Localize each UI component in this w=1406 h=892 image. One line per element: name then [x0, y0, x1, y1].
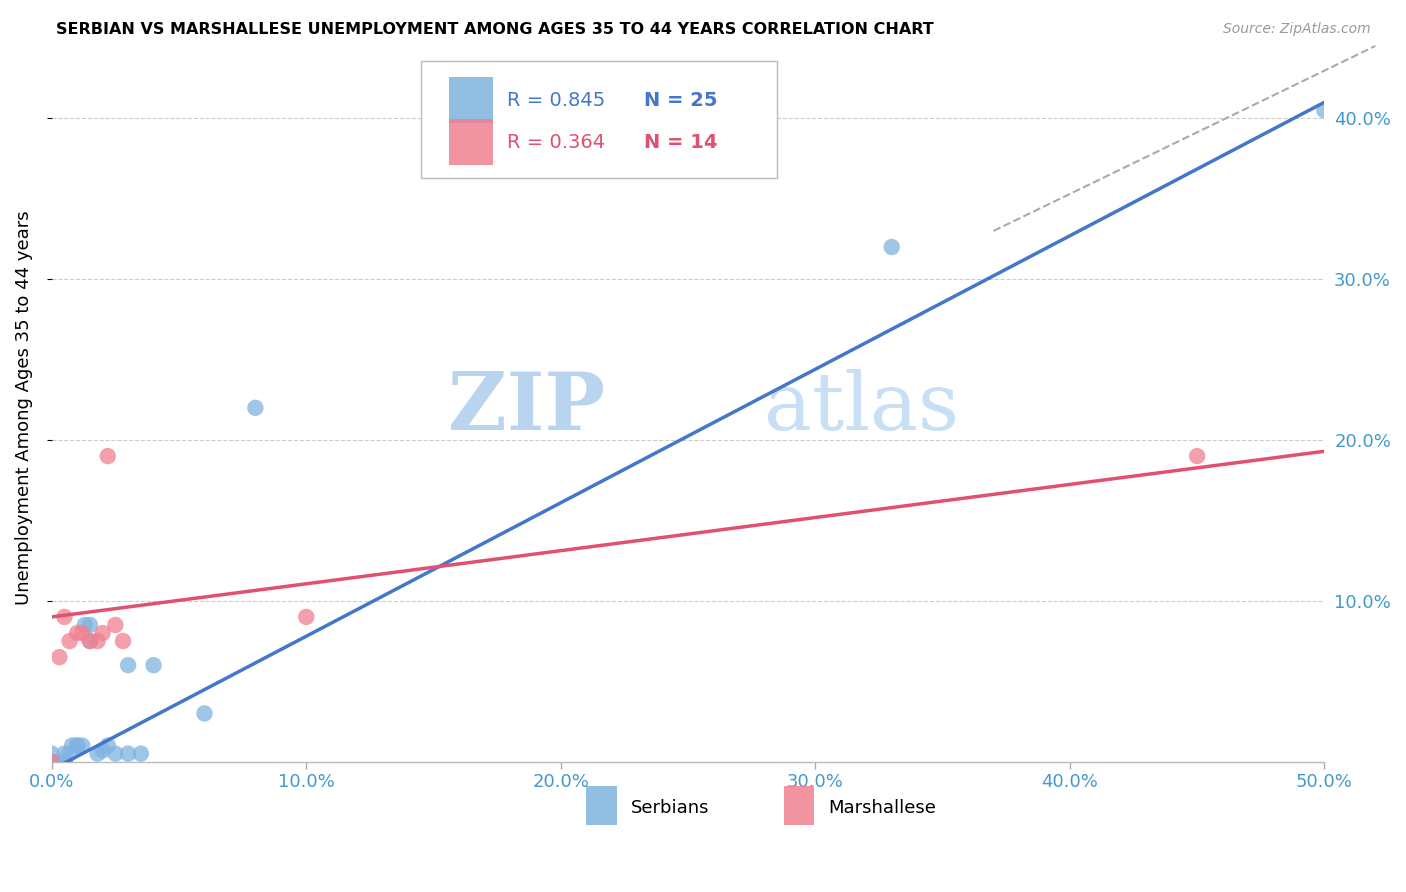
Point [41, 747, 63, 761]
Point [117, 747, 139, 761]
Point [72, 626, 94, 640]
Point [142, 658, 165, 673]
Point [41, 755, 63, 769]
Point [91, 626, 114, 640]
FancyBboxPatch shape [783, 787, 814, 825]
Point [1185, 449, 1208, 463]
Text: Source: ZipAtlas.com: Source: ZipAtlas.com [1223, 22, 1371, 37]
Text: Marshallese: Marshallese [828, 798, 936, 817]
Text: R = 0.845: R = 0.845 [508, 90, 606, 110]
Point [117, 658, 139, 673]
Point [53, 755, 76, 769]
Point [66, 739, 89, 753]
Text: N = 14: N = 14 [644, 133, 717, 152]
Text: SERBIAN VS MARSHALLESE UNEMPLOYMENT AMONG AGES 35 TO 44 YEARS CORRELATION CHART: SERBIAN VS MARSHALLESE UNEMPLOYMENT AMON… [56, 22, 934, 37]
Point [91, 743, 114, 757]
Point [1313, 103, 1336, 118]
Point [53, 755, 76, 769]
Point [104, 618, 127, 632]
Point [60, 739, 83, 753]
Point [72, 739, 94, 753]
Text: R = 0.364: R = 0.364 [508, 133, 606, 152]
Point [58, 634, 80, 648]
Y-axis label: Unemployment Among Ages 35 to 44 years: Unemployment Among Ages 35 to 44 years [15, 211, 32, 605]
Text: N = 25: N = 25 [644, 90, 717, 110]
Point [79, 634, 101, 648]
Point [111, 634, 134, 648]
Point [58, 747, 80, 761]
Point [86, 634, 108, 648]
Point [880, 240, 903, 254]
Point [66, 626, 89, 640]
Point [73, 618, 96, 632]
Point [245, 401, 267, 415]
FancyBboxPatch shape [449, 120, 494, 166]
Point [97, 449, 120, 463]
Point [53, 747, 76, 761]
Point [79, 618, 101, 632]
Point [41, 755, 63, 769]
FancyBboxPatch shape [586, 787, 617, 825]
Point [97, 739, 120, 753]
Point [295, 610, 318, 624]
Point [48, 650, 70, 665]
Point [79, 634, 101, 648]
Text: ZIP: ZIP [449, 369, 606, 447]
Point [53, 610, 76, 624]
Point [129, 747, 152, 761]
FancyBboxPatch shape [420, 61, 778, 178]
Text: atlas: atlas [765, 369, 959, 447]
Point [66, 739, 89, 753]
Point [104, 747, 127, 761]
Point [86, 747, 108, 761]
FancyBboxPatch shape [449, 77, 494, 123]
Text: Serbians: Serbians [631, 798, 709, 817]
Point [193, 706, 215, 721]
